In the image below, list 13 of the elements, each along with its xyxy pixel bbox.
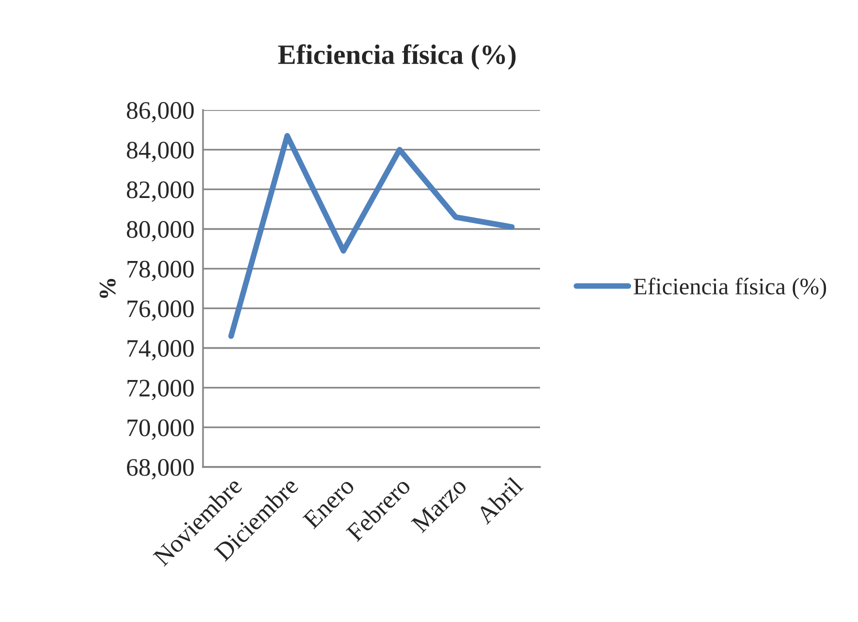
y-axis-title: % <box>100 278 116 298</box>
y-tick-label: 70,000 <box>128 419 194 440</box>
y-tick-label: 76,000 <box>128 300 194 321</box>
y-tick-label: 78,000 <box>128 260 194 282</box>
legend-label: Eficiencia física (%) <box>634 278 826 300</box>
y-tick-label: 72,000 <box>128 380 194 400</box>
y-tick-label: 74,000 <box>128 340 194 361</box>
y-tick-label: 82,000 <box>126 181 194 202</box>
y-tick-label: 68,000 <box>126 459 194 480</box>
chart-title: Eficiencia física (%) <box>278 44 516 70</box>
y-tick-label: 84,000 <box>126 142 194 162</box>
y-tick-label: 86,000 <box>126 102 194 123</box>
y-tick-label: 80,000 <box>126 221 194 242</box>
